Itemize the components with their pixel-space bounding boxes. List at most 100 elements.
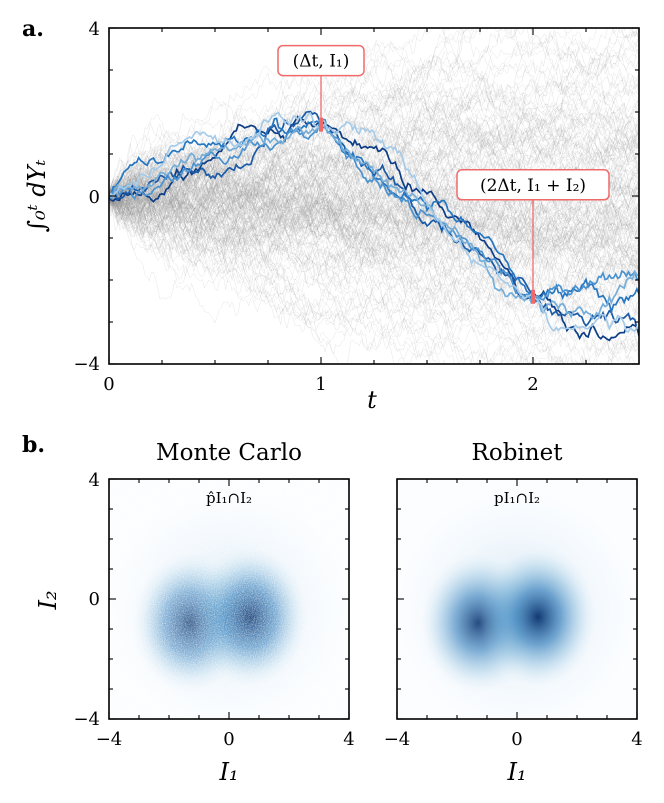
x-tick: −4 <box>384 729 411 750</box>
x-tick: 4 <box>343 729 354 750</box>
y-axis-label: ∫₀ᵗ dYₜ <box>23 160 51 233</box>
y-axis-label-left: I₂ <box>34 590 62 610</box>
monte-carlo-path <box>109 133 639 232</box>
x-axis-label: t <box>367 386 377 414</box>
monte-carlo-path <box>109 178 639 252</box>
monte-carlo-path <box>109 167 639 364</box>
monte-carlo-path <box>109 28 639 257</box>
monte-carlo-path <box>109 127 639 212</box>
monte-carlo-path <box>109 188 639 364</box>
x-tick: 0 <box>223 729 234 750</box>
monte-carlo-path <box>109 154 639 235</box>
monte-carlo-path <box>109 28 639 219</box>
y-tick: 4 <box>89 470 100 491</box>
monte-carlo-path <box>109 43 639 203</box>
monte-carlo-path <box>109 164 639 325</box>
monte-carlo-path <box>109 195 639 320</box>
monte-carlo-path <box>109 166 639 323</box>
monte-carlo-path <box>109 28 608 197</box>
monte-carlo-path <box>109 168 639 318</box>
monte-carlo-path <box>109 30 639 197</box>
annotation-box <box>277 44 365 77</box>
monte-carlo-paths <box>109 28 639 364</box>
monte-carlo-path <box>109 181 639 247</box>
monte-carlo-path <box>109 191 639 318</box>
monte-carlo-path <box>109 69 639 228</box>
monte-carlo-path <box>109 163 639 289</box>
monte-carlo-path <box>109 97 639 213</box>
x-tick: 0 <box>511 729 522 750</box>
monte-carlo-path <box>109 188 639 282</box>
monte-carlo-path <box>109 130 639 246</box>
monte-carlo-path <box>109 195 639 313</box>
monte-carlo-path <box>109 120 639 213</box>
annotation-label: (Δt, I₁) <box>293 52 350 72</box>
x-axis-label-right: I₁ <box>506 758 526 786</box>
x-tick: −4 <box>96 729 123 750</box>
conditioned-paths <box>109 110 639 342</box>
x-tick: 4 <box>631 729 642 750</box>
monte-carlo-path <box>109 195 639 364</box>
monte-carlo-path <box>109 186 639 319</box>
x-tick: 2 <box>527 374 538 395</box>
monte-carlo-path <box>109 82 639 240</box>
monte-carlo-path <box>109 155 639 261</box>
monte-carlo-path <box>109 54 639 223</box>
monte-carlo-path <box>109 182 639 269</box>
monte-carlo-path <box>109 115 639 224</box>
x-tick: 0 <box>103 374 114 395</box>
monte-carlo-path <box>109 151 639 240</box>
monte-carlo-path <box>109 75 639 197</box>
monte-carlo-path <box>109 189 639 305</box>
monte-carlo-path <box>109 147 639 274</box>
monte-carlo-path <box>109 82 639 213</box>
monte-carlo-path <box>109 188 639 261</box>
monte-carlo-path <box>109 64 639 238</box>
monte-carlo-path <box>109 195 639 364</box>
conditioned-path <box>109 123 639 320</box>
monte-carlo-path <box>109 138 639 282</box>
annotation-label: (2Δt, I₁ + I₂) <box>480 176 586 196</box>
monte-carlo-path <box>109 171 639 301</box>
monte-carlo-path <box>109 194 639 311</box>
monte-carlo-path <box>109 159 639 253</box>
monte-carlo-path <box>109 125 639 234</box>
monte-carlo-path <box>109 153 639 270</box>
monte-carlo-path <box>109 28 627 197</box>
monte-carlo-path <box>109 187 639 364</box>
monte-carlo-path <box>109 28 639 205</box>
monte-carlo-path <box>109 120 639 205</box>
monte-carlo-path <box>109 123 639 274</box>
monte-carlo-path <box>109 170 639 295</box>
monte-carlo-path <box>109 193 639 323</box>
monte-carlo-path <box>109 68 639 207</box>
monte-carlo-path <box>109 113 639 269</box>
heatmap-title-left: Monte Carlo <box>156 440 302 466</box>
panel-label-b: b. <box>22 432 45 458</box>
monte-carlo-path <box>109 101 639 199</box>
monte-carlo-path <box>109 160 639 294</box>
annotation-box <box>456 169 610 201</box>
monte-carlo-path <box>109 131 639 209</box>
monte-carlo-path <box>109 183 639 317</box>
monte-carlo-path <box>109 179 639 364</box>
monte-carlo-path <box>109 56 639 219</box>
monte-carlo-path <box>109 188 639 271</box>
y-tick: −4 <box>73 354 100 375</box>
annotations: (Δt, I₁) (2Δt, I₁ + I₂) <box>277 44 610 304</box>
monte-carlo-path <box>109 83 639 197</box>
monte-carlo-path <box>109 71 639 228</box>
monte-carlo-path <box>109 159 639 259</box>
heatmap-title-right: Robinet <box>472 440 564 466</box>
density-label-mc: p̂I₁∩I₂ <box>206 489 252 507</box>
monte-carlo-path <box>109 182 639 267</box>
monte-carlo-path <box>109 177 639 251</box>
monte-carlo-path <box>109 75 639 211</box>
monte-carlo-path <box>109 184 639 274</box>
monte-carlo-path <box>109 28 639 204</box>
monte-carlo-path <box>109 112 639 198</box>
monte-carlo-path <box>109 90 639 201</box>
y-tick: 0 <box>89 187 100 208</box>
density-label-robinet: pI₁∩I₂ <box>494 489 540 507</box>
density-mode <box>480 547 596 687</box>
